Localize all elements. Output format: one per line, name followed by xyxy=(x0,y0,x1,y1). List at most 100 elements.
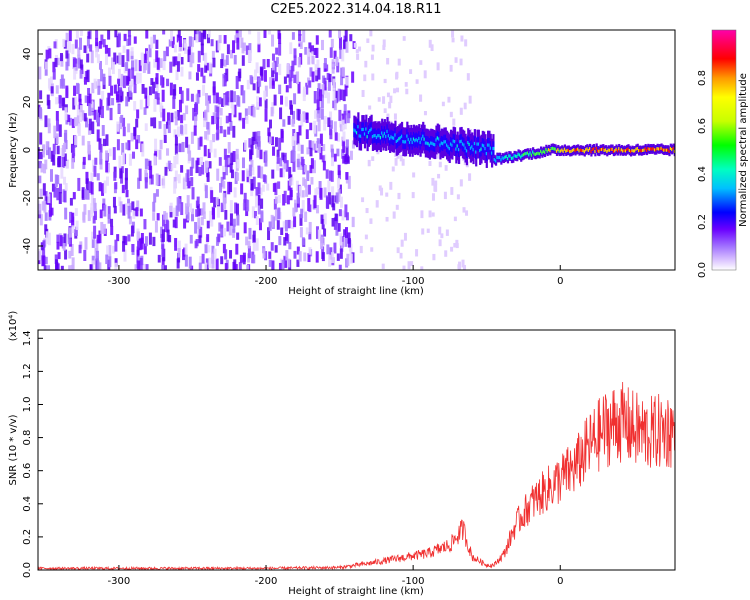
heatmap-cell xyxy=(262,248,266,259)
heatmap-cell xyxy=(204,160,208,173)
colorbar-tick-label: 0.6 xyxy=(697,118,708,134)
heatmap-cell xyxy=(302,177,306,186)
heatmap-cell xyxy=(321,84,325,95)
heatmap-cell xyxy=(117,68,121,79)
heatmap-cell xyxy=(153,193,157,203)
heatmap-cell xyxy=(278,137,282,151)
heatmap-cell xyxy=(181,141,185,153)
heatmap-cell xyxy=(285,232,289,241)
heatmap-cell xyxy=(358,134,361,138)
heatmap-cell xyxy=(242,90,246,104)
heatmap-cell xyxy=(396,247,400,254)
heatmap-cell xyxy=(500,158,503,162)
heatmap-cell xyxy=(124,236,128,246)
heatmap-cell xyxy=(42,144,46,155)
colorbar-tick-label: 0.2 xyxy=(697,214,708,230)
heatmap-cell xyxy=(144,158,148,170)
heatmap-cell xyxy=(375,200,379,208)
heatmap-cell xyxy=(278,43,282,56)
heatmap-cell xyxy=(39,188,43,199)
heatmap-cell xyxy=(329,111,333,124)
heatmap-cell xyxy=(272,146,276,156)
heatmap-cell xyxy=(459,107,463,115)
heatmap-cell xyxy=(173,84,177,96)
heatmap-cell xyxy=(385,134,388,139)
y-tick-label: 0.4 xyxy=(22,496,33,512)
heatmap-cell xyxy=(198,166,202,176)
heatmap-cell xyxy=(97,79,101,88)
heatmap-cell xyxy=(274,137,278,147)
heatmap-cell xyxy=(456,144,459,148)
heatmap-cell xyxy=(541,151,544,155)
heatmap-cell xyxy=(463,143,466,147)
heatmap-cell xyxy=(341,49,345,62)
heatmap-cell xyxy=(56,119,60,132)
heatmap-cell xyxy=(127,198,131,207)
heatmap-cell xyxy=(107,30,111,40)
heatmap-cell xyxy=(198,235,202,244)
heatmap-cell xyxy=(332,88,336,100)
heatmap-cell xyxy=(327,78,331,91)
heatmap-cell xyxy=(305,185,309,197)
heatmap-cell xyxy=(81,135,85,146)
heatmap-cell xyxy=(415,249,419,257)
heatmap-cell xyxy=(101,183,105,196)
heatmap-cell xyxy=(581,148,584,153)
heatmap-cell xyxy=(302,111,306,123)
heatmap-cell xyxy=(278,33,282,44)
heatmap-cell xyxy=(260,198,264,209)
heatmap-cell xyxy=(202,84,206,96)
heatmap-cell xyxy=(260,166,264,179)
heatmap-cell xyxy=(148,232,152,245)
heatmap-cell xyxy=(315,108,319,118)
heatmap-cell xyxy=(130,47,134,56)
heatmap-cell xyxy=(222,172,226,180)
heatmap-cell xyxy=(311,140,315,151)
heatmap-cell xyxy=(187,49,191,63)
heatmap-cell xyxy=(415,79,419,84)
heatmap-cell xyxy=(246,264,250,270)
heatmap-cell xyxy=(308,80,312,88)
heatmap-cell xyxy=(538,152,541,156)
heatmap-cell xyxy=(362,127,365,132)
heatmap-cell xyxy=(459,140,462,144)
heatmap-cell xyxy=(166,148,170,156)
heatmap-cell xyxy=(236,172,240,181)
heatmap-cell xyxy=(309,147,313,157)
heatmap-cell xyxy=(125,142,129,150)
heatmap-cell xyxy=(258,218,262,231)
heatmap-cell xyxy=(67,233,71,245)
x-tick-label: -200 xyxy=(255,276,278,287)
heatmap-cell xyxy=(283,237,287,246)
heatmap-cell xyxy=(154,149,158,157)
heatmap-cell xyxy=(52,68,56,80)
heatmap-cell xyxy=(144,87,148,99)
heatmap-cell xyxy=(65,160,69,169)
heatmap-cell xyxy=(215,92,219,104)
heatmap-cell xyxy=(346,253,350,266)
heatmap-cell xyxy=(283,255,287,264)
heatmap-cell xyxy=(475,150,478,154)
heatmap-cell xyxy=(371,156,375,161)
heatmap-cell xyxy=(386,129,389,134)
heatmap-cell xyxy=(247,246,251,259)
heatmap-cell xyxy=(204,131,208,140)
heatmap-cell xyxy=(113,205,117,214)
heatmap-cell xyxy=(68,40,72,53)
heatmap-cell xyxy=(363,74,367,82)
heatmap-cell xyxy=(179,124,183,134)
heatmap-cell xyxy=(315,35,319,45)
heatmap-cell xyxy=(271,62,275,71)
heatmap-cell xyxy=(279,107,283,120)
heatmap-cell xyxy=(172,56,176,67)
heatmap-cell xyxy=(468,173,472,181)
heatmap-cell xyxy=(282,194,286,206)
heatmap-cell xyxy=(53,41,57,49)
heatmap-cell xyxy=(235,148,239,160)
heatmap-cell xyxy=(399,252,403,259)
heatmap-cell xyxy=(79,30,83,36)
heatmap-cell xyxy=(296,158,300,168)
heatmap-cell xyxy=(122,45,126,53)
heatmap-cell xyxy=(47,123,51,134)
heatmap-cell xyxy=(296,131,300,145)
